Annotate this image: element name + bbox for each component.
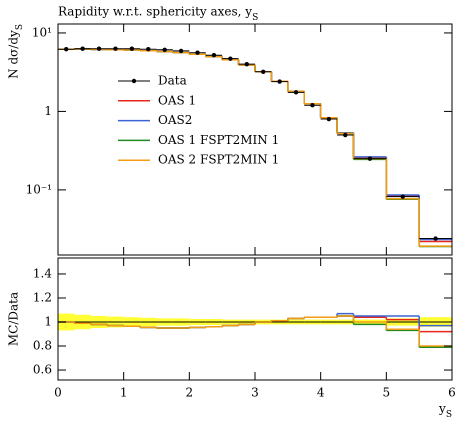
x-tick-label: 4: [317, 386, 325, 400]
data-point: [277, 79, 282, 84]
x-tick-label: 1: [120, 386, 128, 400]
data-point: [211, 53, 217, 58]
data-point: [146, 47, 151, 52]
data-point: [310, 103, 315, 108]
legend-label: OAS2: [158, 113, 192, 127]
legend-marker: [131, 78, 137, 84]
data-point: [113, 46, 118, 51]
data-point: [400, 194, 405, 199]
data-point: [261, 69, 266, 74]
data-point: [64, 47, 69, 52]
data-point: [178, 48, 184, 54]
y-tick-label: 0.6: [33, 363, 52, 377]
ratio-y-axis-label: MC/Data: [7, 292, 21, 346]
y-tick-label: 1.2: [33, 290, 52, 304]
x-tick-label: 6: [448, 386, 456, 400]
data-point: [326, 116, 332, 122]
data-point: [367, 156, 373, 161]
data-point: [228, 56, 233, 61]
data-point: [293, 90, 299, 95]
data-point: [129, 46, 135, 51]
x-tick-label: 3: [251, 386, 259, 400]
x-tick-label: 2: [186, 386, 194, 400]
y-axis-label: N dσ/dyS: [7, 24, 25, 79]
x-tick-label: 0: [54, 386, 62, 400]
legend-label: OAS 1: [158, 93, 196, 107]
legend-label: Data: [158, 74, 187, 88]
data-point: [80, 46, 85, 51]
y-tick-label: 1: [44, 104, 52, 118]
legend-label: OAS 1 FSPT2MIN 1: [158, 133, 279, 147]
data-point: [195, 50, 200, 55]
y-tick-label: 0.8: [33, 339, 52, 353]
y-tick-label: 10¹: [32, 25, 52, 39]
data-point: [433, 236, 438, 241]
y-tick-label: 10⁻¹: [26, 182, 52, 196]
x-axis-label: yS: [438, 402, 452, 420]
x-tick-label: 5: [383, 386, 391, 400]
chart-title: Rapidity w.r.t. sphericity axes, yS: [58, 5, 258, 23]
legend-label: OAS 2 FSPT2MIN 1: [158, 153, 279, 167]
data-point: [96, 46, 102, 51]
y-tick-label: 1: [44, 315, 52, 329]
data-point: [162, 47, 167, 52]
data-point: [244, 61, 249, 67]
data-point: [343, 132, 348, 138]
y-tick-label: 1.4: [33, 266, 52, 280]
